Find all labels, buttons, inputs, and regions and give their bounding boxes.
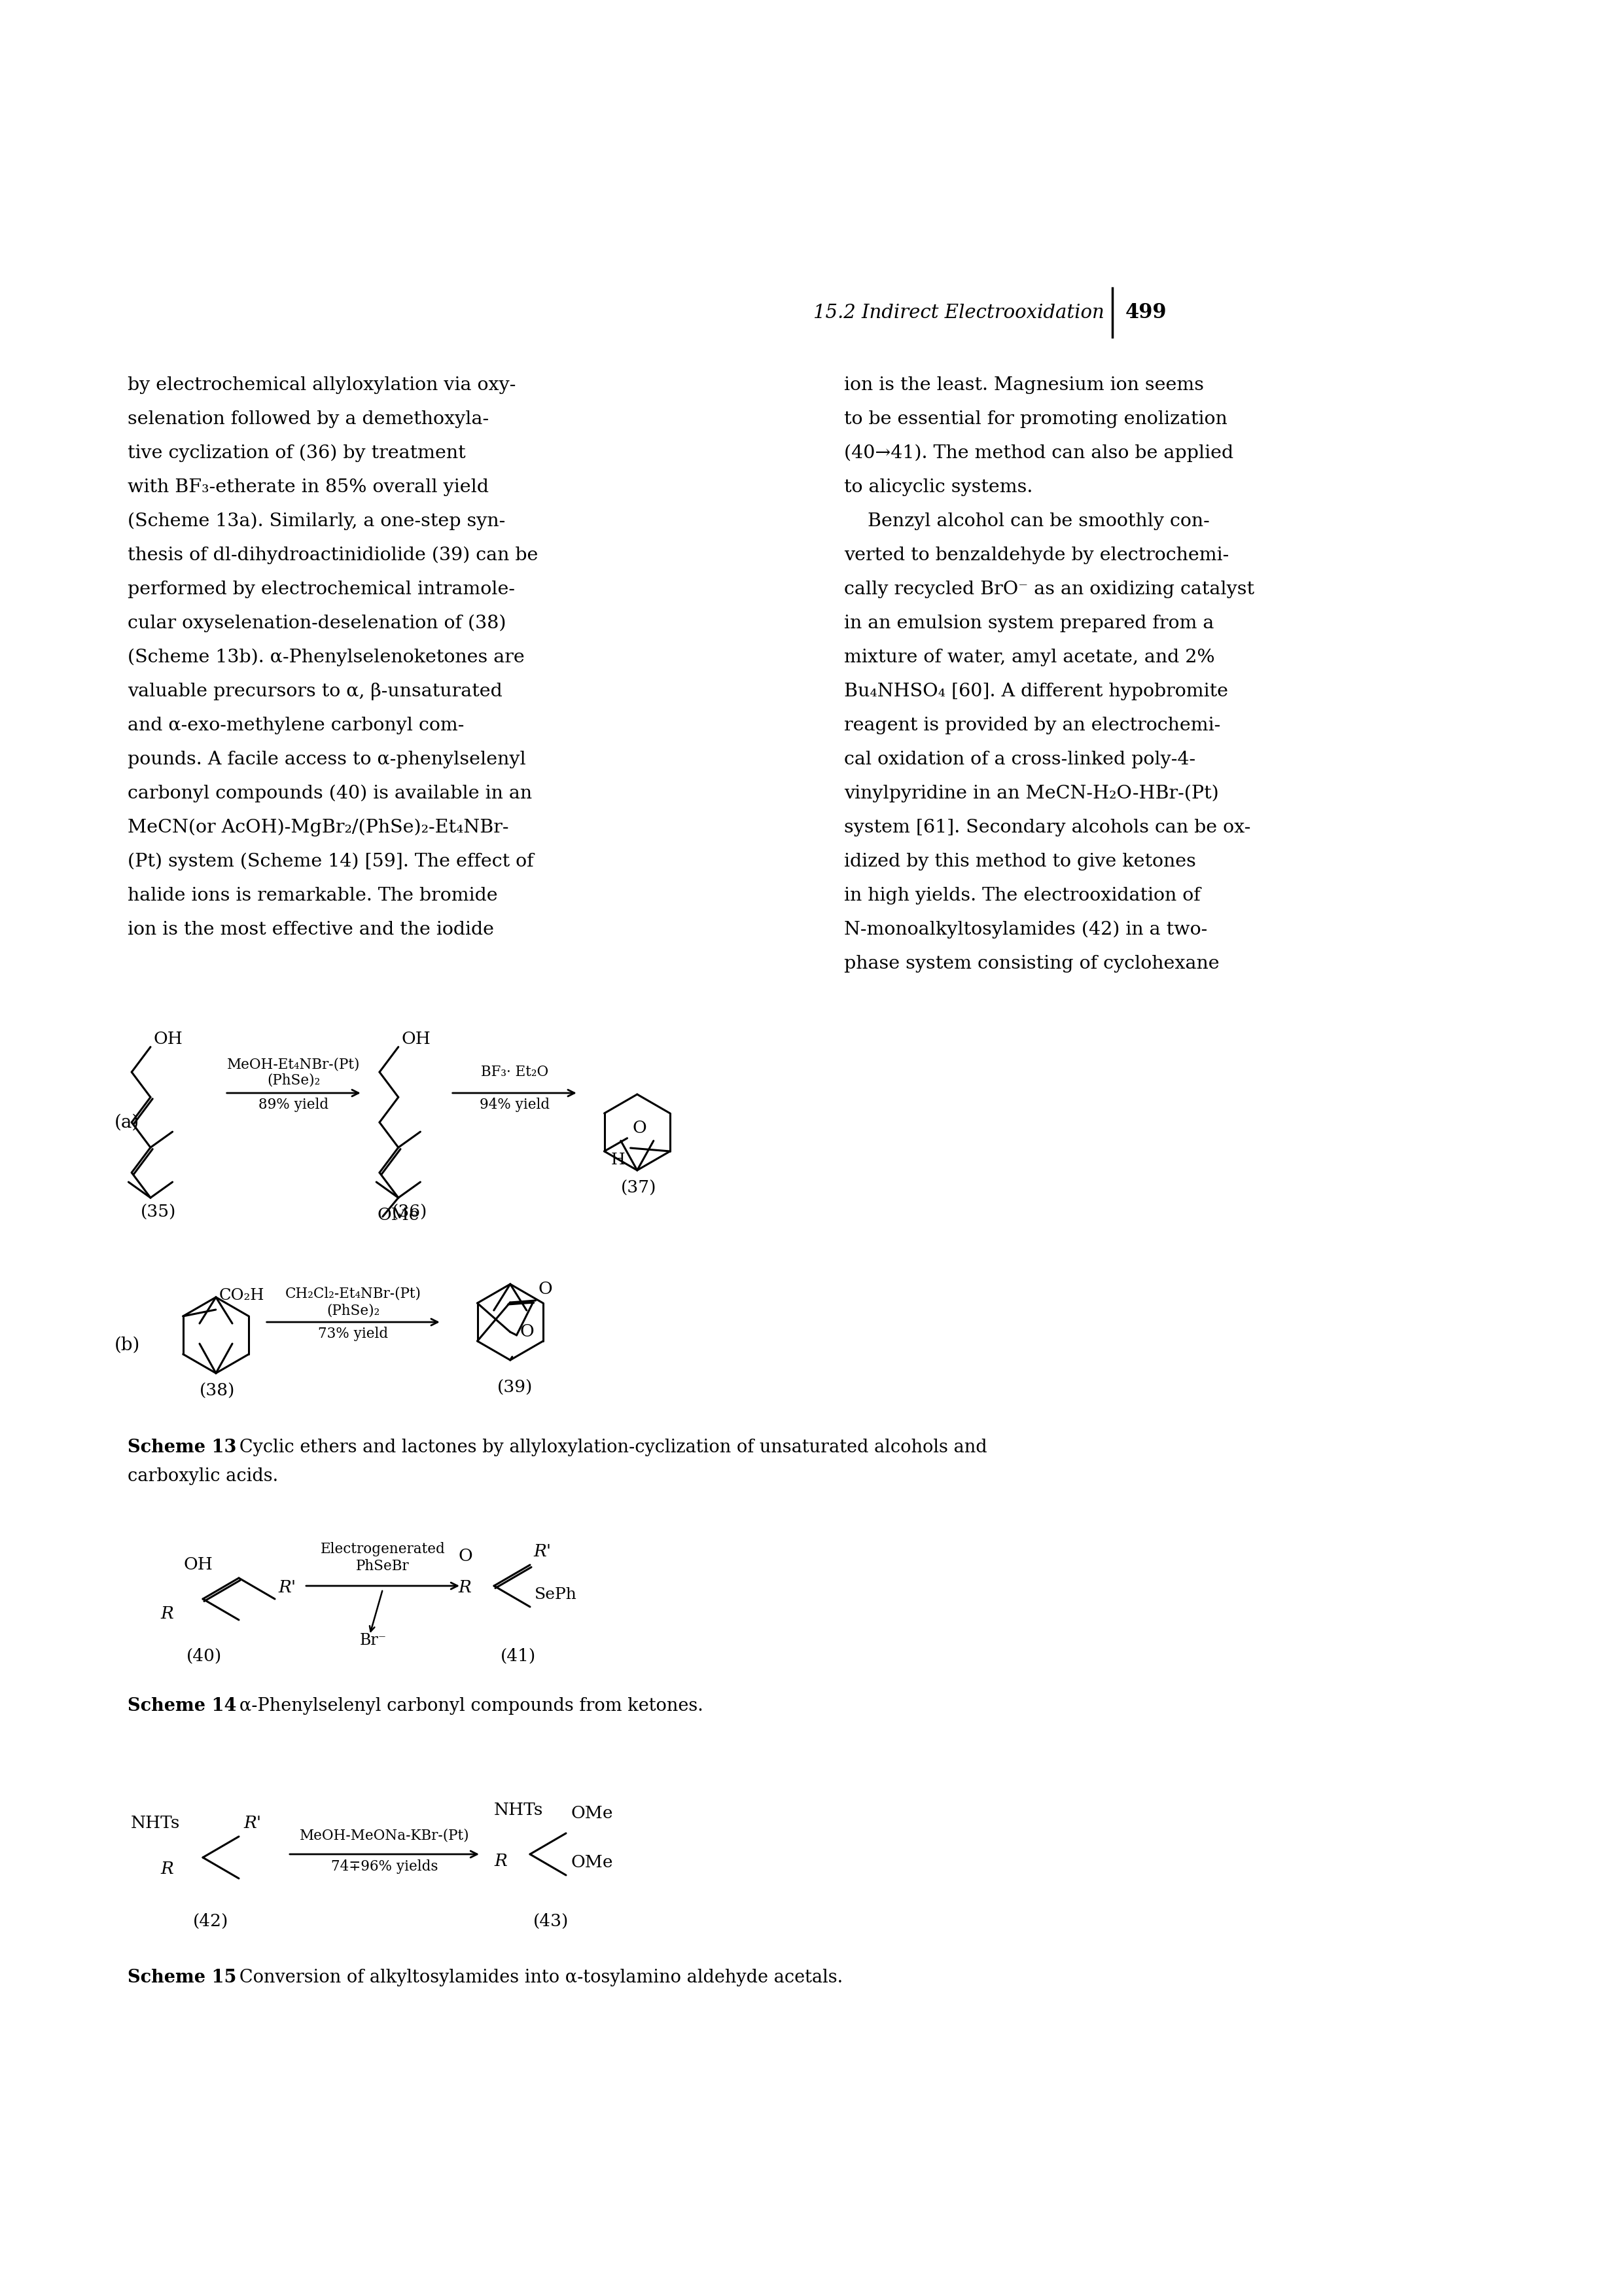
Text: OMe: OMe (570, 1805, 612, 1821)
Text: performed by electrochemical intramole-: performed by electrochemical intramole- (128, 581, 515, 599)
Text: Electrogenerated: Electrogenerated (320, 1543, 445, 1557)
Text: (41): (41) (500, 1649, 536, 1665)
Text: Scheme 13: Scheme 13 (128, 1440, 237, 1456)
Text: R: R (161, 1860, 174, 1878)
Text: (42): (42) (193, 1913, 229, 1929)
Text: reagent is provided by an electrochemi-: reagent is provided by an electrochemi- (844, 716, 1221, 735)
Text: N-monoalkyltosylamides (42) in a two-: N-monoalkyltosylamides (42) in a two- (844, 921, 1207, 939)
Text: cally recycled BrO⁻ as an oxidizing catalyst: cally recycled BrO⁻ as an oxidizing cata… (844, 581, 1254, 599)
Text: (Scheme 13b). α-Phenylselenoketones are: (Scheme 13b). α-Phenylselenoketones are (128, 647, 525, 666)
Text: (39): (39) (497, 1380, 533, 1396)
Text: H: H (611, 1153, 625, 1169)
Text: SePh: SePh (534, 1587, 577, 1603)
Text: (38): (38) (200, 1382, 235, 1398)
Text: by electrochemical allyloxylation via oxy-: by electrochemical allyloxylation via ox… (128, 377, 516, 395)
Text: NHTs: NHTs (494, 1802, 544, 1818)
Text: valuable precursors to α, β-unsaturated: valuable precursors to α, β-unsaturated (128, 682, 502, 700)
Text: carbonyl compounds (40) is available in an: carbonyl compounds (40) is available in … (128, 785, 533, 804)
Text: OH: OH (184, 1557, 213, 1573)
Text: CO₂H: CO₂H (219, 1288, 265, 1304)
Text: phase system consisting of cyclohexane: phase system consisting of cyclohexane (844, 955, 1220, 974)
Text: verted to benzaldehyde by electrochemi-: verted to benzaldehyde by electrochemi- (844, 546, 1229, 565)
Text: O: O (458, 1548, 473, 1564)
Text: R: R (458, 1580, 471, 1596)
Text: 15.2 Indirect Electrooxidation: 15.2 Indirect Electrooxidation (814, 303, 1104, 321)
Text: (b): (b) (115, 1336, 140, 1355)
Text: α-Phenylselenyl carbonyl compounds from ketones.: α-Phenylselenyl carbonyl compounds from … (222, 1697, 703, 1715)
Text: (35): (35) (141, 1205, 177, 1221)
Text: MeOH-Et₄NBr-(Pt): MeOH-Et₄NBr-(Pt) (227, 1056, 361, 1072)
Text: (PhSe)₂: (PhSe)₂ (266, 1072, 320, 1086)
Text: (Pt) system (Scheme 14) [59]. The effect of: (Pt) system (Scheme 14) [59]. The effect… (128, 852, 534, 870)
Text: (Scheme 13a). Similarly, a one-step syn-: (Scheme 13a). Similarly, a one-step syn- (128, 512, 505, 530)
Text: O: O (520, 1322, 534, 1341)
Text: (37): (37) (620, 1180, 656, 1196)
Text: with BF₃-etherate in 85% overall yield: with BF₃-etherate in 85% overall yield (128, 478, 489, 496)
Text: Benzyl alcohol can be smoothly con-: Benzyl alcohol can be smoothly con- (844, 512, 1210, 530)
Text: ion is the most effective and the iodide: ion is the most effective and the iodide (128, 921, 494, 939)
Text: to be essential for promoting enolization: to be essential for promoting enolizatio… (844, 411, 1228, 427)
Text: thesis of dl-dihydroactinidiolide (39) can be: thesis of dl-dihydroactinidiolide (39) c… (128, 546, 538, 565)
Text: OMe: OMe (570, 1855, 612, 1871)
Text: MeOH-MeONa-KBr-(Pt): MeOH-MeONa-KBr-(Pt) (299, 1828, 469, 1844)
Text: BF₃· Et₂O: BF₃· Et₂O (481, 1065, 549, 1079)
Text: Scheme 14: Scheme 14 (128, 1697, 237, 1715)
Text: to alicyclic systems.: to alicyclic systems. (844, 478, 1033, 496)
Text: MeCN(or AcOH)-MgBr₂/(PhSe)₂-Et₄NBr-: MeCN(or AcOH)-MgBr₂/(PhSe)₂-Et₄NBr- (128, 820, 508, 836)
Text: OH: OH (154, 1031, 184, 1047)
Text: in high yields. The electrooxidation of: in high yields. The electrooxidation of (844, 886, 1200, 905)
Text: R': R' (244, 1814, 261, 1832)
Text: pounds. A facile access to α-phenylselenyl: pounds. A facile access to α-phenylselen… (128, 751, 526, 769)
Text: system [61]. Secondary alcohols can be ox-: system [61]. Secondary alcohols can be o… (844, 820, 1250, 836)
Text: Bu₄NHSO₄ [60]. A different hypobromite: Bu₄NHSO₄ [60]. A different hypobromite (844, 682, 1228, 700)
Text: OH: OH (401, 1031, 430, 1047)
Text: O: O (538, 1281, 552, 1297)
Text: ion is the least. Magnesium ion seems: ion is the least. Magnesium ion seems (844, 377, 1203, 395)
Text: NHTs: NHTs (132, 1814, 180, 1832)
Text: Scheme 15: Scheme 15 (128, 1968, 237, 1986)
Text: PhSeBr: PhSeBr (356, 1559, 409, 1573)
Text: selenation followed by a demethoxyla-: selenation followed by a demethoxyla- (128, 411, 489, 427)
Text: R: R (494, 1853, 507, 1869)
Text: R': R' (278, 1580, 296, 1596)
Text: CH₂Cl₂-Et₄NBr-(Pt): CH₂Cl₂-Et₄NBr-(Pt) (286, 1286, 421, 1300)
Text: mixture of water, amyl acetate, and 2%: mixture of water, amyl acetate, and 2% (844, 647, 1215, 666)
Text: OMe: OMe (377, 1208, 419, 1224)
Text: R: R (161, 1605, 174, 1621)
Text: carboxylic acids.: carboxylic acids. (128, 1467, 278, 1486)
Text: 89% yield: 89% yield (258, 1097, 328, 1111)
Text: (40→41). The method can also be applied: (40→41). The method can also be applied (844, 445, 1234, 461)
Text: and α-exo-methylene carbonyl com-: and α-exo-methylene carbonyl com- (128, 716, 464, 735)
Text: (43): (43) (533, 1913, 568, 1929)
Text: cular oxyselenation-deselenation of (38): cular oxyselenation-deselenation of (38) (128, 615, 507, 631)
Text: (a): (a) (115, 1114, 140, 1132)
Text: Br⁻: Br⁻ (359, 1632, 387, 1649)
Text: cal oxidation of a cross-linked poly-4-: cal oxidation of a cross-linked poly-4- (844, 751, 1195, 769)
Text: R': R' (533, 1543, 551, 1559)
Text: 74∓96% yields: 74∓96% yields (331, 1860, 438, 1874)
Text: Conversion of alkyltosylamides into α-tosylamino aldehyde acetals.: Conversion of alkyltosylamides into α-to… (222, 1968, 843, 1986)
Text: Cyclic ethers and lactones by allyloxylation-cyclization of unsaturated alcohols: Cyclic ethers and lactones by allyloxyla… (222, 1440, 987, 1456)
Text: O: O (632, 1120, 646, 1137)
Text: 94% yield: 94% yield (479, 1097, 549, 1111)
Text: 499: 499 (1125, 303, 1168, 324)
Text: (PhSe)₂: (PhSe)₂ (326, 1304, 380, 1318)
Text: (40): (40) (187, 1649, 222, 1665)
Text: (36): (36) (391, 1205, 427, 1221)
Text: vinylpyridine in an MeCN-H₂O-HBr-(Pt): vinylpyridine in an MeCN-H₂O-HBr-(Pt) (844, 785, 1220, 804)
Text: halide ions is remarkable. The bromide: halide ions is remarkable. The bromide (128, 886, 497, 905)
Text: 73% yield: 73% yield (318, 1327, 388, 1341)
Text: tive cyclization of (36) by treatment: tive cyclization of (36) by treatment (128, 445, 466, 461)
Text: idized by this method to give ketones: idized by this method to give ketones (844, 852, 1195, 870)
Text: in an emulsion system prepared from a: in an emulsion system prepared from a (844, 615, 1215, 631)
